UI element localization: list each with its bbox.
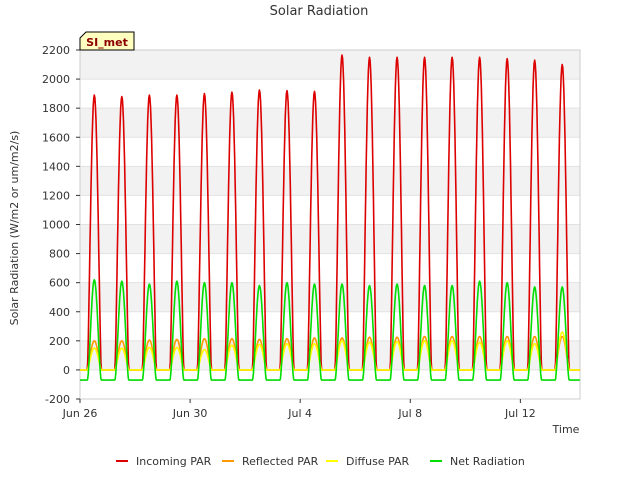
legend-item-net-radiation: Net Radiation (430, 455, 525, 468)
site-badge: SI_met (79, 31, 135, 51)
y-tick-label: 400 (49, 306, 70, 319)
x-tick-label: Jun 30 (172, 407, 208, 420)
y-tick-label: 1200 (42, 189, 70, 202)
y-tick-label: 2200 (42, 44, 70, 57)
legend: Incoming PAR Reflected PAR Diffuse PAR Net … (116, 455, 525, 468)
grid-band (80, 340, 580, 370)
y-tick-label: 1600 (42, 131, 70, 144)
axes: -200 0 200 400 600 800 1000 1200 1400 1600 1800 200… (42, 44, 536, 420)
legend-item-diffuse-par: Diffuse PAR (326, 455, 410, 468)
legend-label: Diffuse PAR (346, 455, 410, 468)
y-tick-label: 800 (49, 248, 70, 261)
y-tick-label: 2000 (42, 73, 70, 86)
y-tick-label: 600 (49, 277, 70, 290)
site-badge-label: SI_met (86, 36, 128, 49)
y-tick-label: 0 (63, 364, 70, 377)
legend-label: Reflected PAR (242, 455, 319, 468)
series-layer (79, 54, 581, 381)
y-tick-label: -200 (45, 393, 70, 406)
legend-label: Net Radiation (450, 455, 525, 468)
y-axis-label: Solar Radiation (W/m2 or um/m2/s) (8, 131, 21, 326)
x-tick-label: Jun 26 (62, 407, 98, 420)
series-line-net-radiation (79, 278, 581, 381)
series-line-diffuse-par (79, 331, 581, 371)
y-tick-label: 200 (49, 335, 70, 348)
grid-band (80, 108, 580, 138)
x-tick-label: Jul 4 (287, 407, 312, 420)
x-axis-label: Time (552, 423, 580, 436)
y-tick-label: 1800 (42, 102, 70, 115)
y-tick-label: 1000 (42, 219, 70, 232)
x-tick-label: Jul 12 (504, 407, 536, 420)
legend-item-incoming-par: Incoming PAR (116, 455, 212, 468)
y-tick-label: 1400 (42, 160, 70, 173)
grid-band (80, 224, 580, 254)
grid-band (80, 282, 580, 312)
chart-title: Solar Radiation (270, 4, 369, 19)
x-tick-label: Jul 8 (397, 407, 422, 420)
grid-band (80, 166, 580, 196)
legend-label: Incoming PAR (136, 455, 212, 468)
grid-band (80, 50, 580, 80)
legend-item-reflected-par: Reflected PAR (222, 455, 319, 468)
